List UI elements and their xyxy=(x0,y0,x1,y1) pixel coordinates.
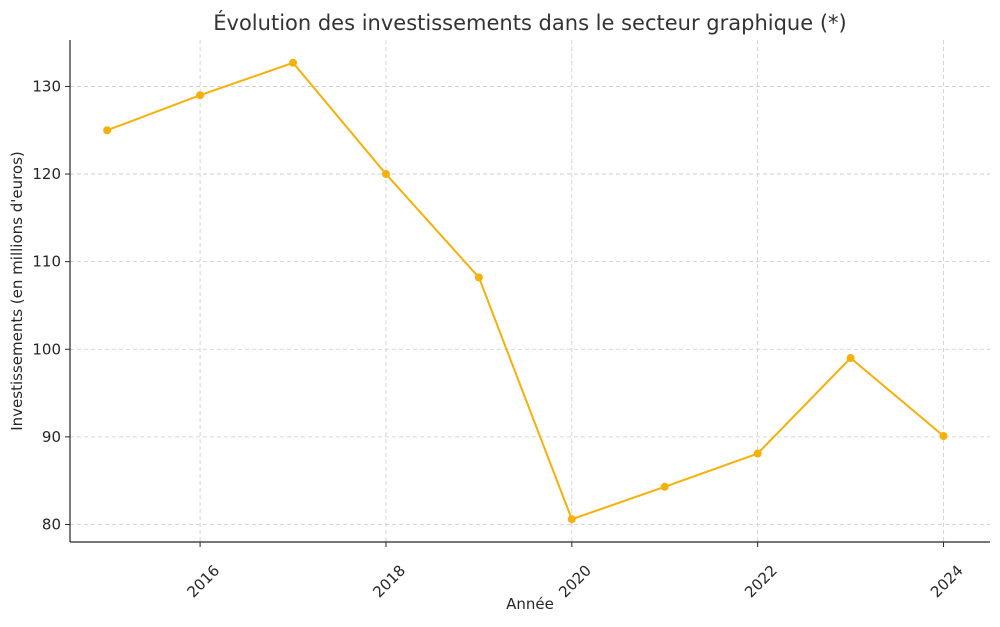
y-axis-label: Investissements (en millions d'euros) xyxy=(8,151,26,431)
chart-title: Évolution des investissements dans le se… xyxy=(213,10,846,35)
gridlines xyxy=(70,40,990,542)
series-line xyxy=(106,61,945,521)
ticks: 2016 2018 2020 2022 2024 80 90 100 110 120 130 xyxy=(32,77,966,601)
data-point xyxy=(939,431,948,440)
data-point xyxy=(381,170,390,179)
y-tick-label: 80 xyxy=(42,515,61,533)
data-point xyxy=(103,126,112,135)
y-tick-label: 90 xyxy=(42,428,61,446)
x-tick-label: 2020 xyxy=(555,561,595,601)
series xyxy=(103,58,948,524)
y-tick-label: 120 xyxy=(32,165,61,183)
data-point xyxy=(289,58,298,67)
data-point xyxy=(196,91,205,100)
x-tick-label: 2016 xyxy=(184,561,224,601)
data-point xyxy=(474,273,483,282)
data-point xyxy=(753,449,762,458)
y-tick-label: 130 xyxy=(32,77,61,95)
y-tick-label: 100 xyxy=(32,340,61,358)
data-point xyxy=(660,482,669,491)
axes xyxy=(69,40,990,543)
y-tick-label: 110 xyxy=(32,253,61,271)
x-tick-label: 2024 xyxy=(927,561,967,601)
x-tick-label: 2018 xyxy=(369,561,409,601)
x-axis-label: Année xyxy=(506,595,554,613)
x-tick-label: 2022 xyxy=(741,561,781,601)
data-point xyxy=(567,515,576,524)
data-point xyxy=(846,354,855,363)
